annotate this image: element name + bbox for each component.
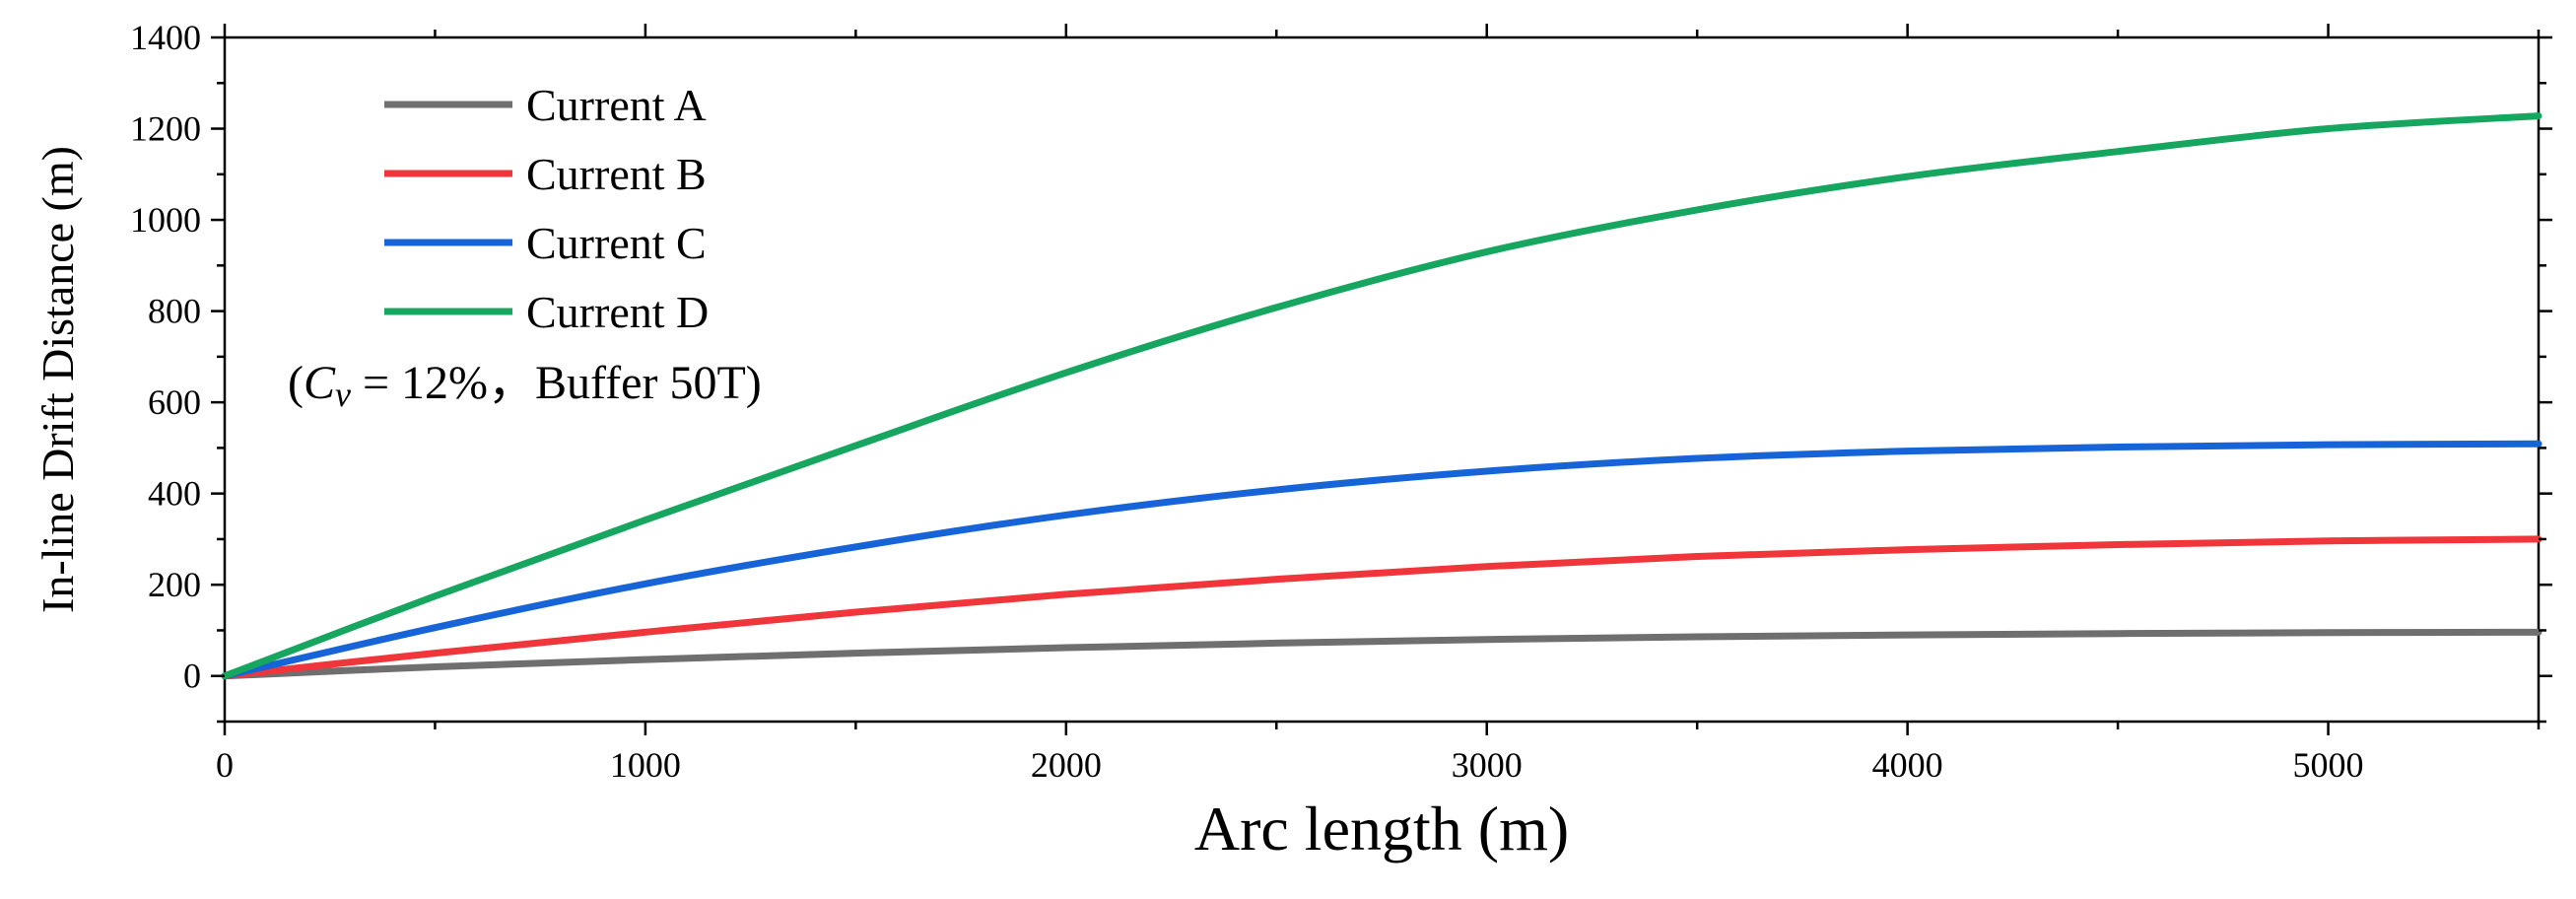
y-axis-label: In-line Drift Distance (m) [33,146,83,613]
annotation-rest: = 12%，Buffer 50T) [351,357,762,409]
legend-label: Current D [526,287,709,337]
series-line-current-d [221,112,2542,680]
annotation-open: ( [288,357,304,409]
plot-frame [223,35,2541,724]
y-tick-label: 200 [148,565,201,604]
y-tick-label: 1200 [130,109,201,149]
legend-label: Current C [526,218,707,268]
y-tick-label: 0 [183,657,201,696]
y-tick-label: 1000 [130,200,201,240]
annotation-subscript: v [335,375,351,414]
y-tick-label: 800 [148,292,201,331]
y-tick-label: 400 [148,474,201,514]
x-tick-label: 4000 [1872,745,1943,785]
x-tick-label: 5000 [2293,745,2364,785]
x-tick-label: 2000 [1031,745,1102,785]
series-line-current-a [221,628,2542,680]
series-line-current-b [221,535,2542,680]
series-line-current-c [221,440,2542,680]
series-layer [221,112,2542,680]
x-axis-label: Arc length (m) [1194,794,1569,864]
y-tick-label: 1400 [130,18,201,57]
annotation-text: (Cv = 12%，Buffer 50T) [288,357,762,414]
x-tick-label: 1000 [610,745,681,785]
legend: Current A Current B Current C Current D [384,80,709,337]
y-tick-label: 600 [148,382,201,422]
x-tick-label: 0 [216,745,234,785]
ticks-layer: 0 1000 2000 3000 4000 5000 0 200 400 600 800 1000 12… [130,18,2552,785]
legend-label: Current B [526,149,707,199]
legend-label: Current A [526,80,707,130]
x-tick-label: 3000 [1452,745,1523,785]
annotation-symbol: C [304,357,336,409]
